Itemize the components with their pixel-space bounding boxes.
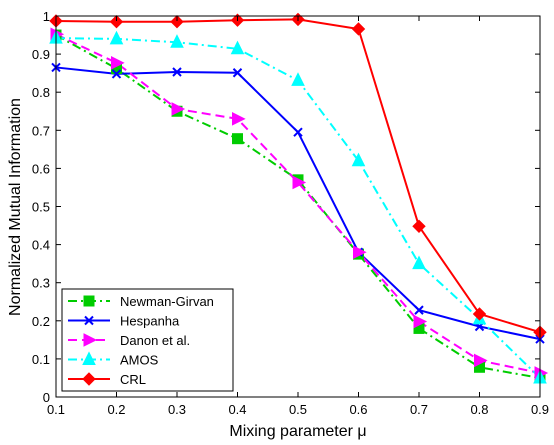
axis-ticks: 0.1 0.2 0.3 0.4 0.5 0.6 0.7 0.8 0.900.10.20.30.4… [32, 9, 549, 417]
data-point-danon-et-al [111, 56, 125, 70]
data-point-amos [170, 34, 184, 48]
y-tick-label: 1 [43, 9, 50, 24]
x-tick-label: 0.9 [531, 402, 549, 417]
data-point-amos [291, 72, 305, 86]
data-point-hespanha [232, 68, 243, 78]
x-tick-label: 0.8 [470, 402, 488, 417]
data-point-crl [472, 307, 487, 321]
y-tick-label: 0.1 [32, 352, 50, 367]
legend-label-amos: AMOS [120, 353, 159, 368]
legend-marker-hespanha [84, 315, 94, 326]
data-point-crl [351, 22, 366, 36]
data-point-amos [412, 255, 426, 270]
legend-label-newman-girvan: Newman-Girvan [120, 294, 214, 309]
x-tick-label: 0.2 [107, 402, 125, 417]
data-point-hespanha [111, 69, 122, 79]
data-point-hespanha [172, 67, 182, 77]
legend-label-danon-et-al: Danon et al. [120, 333, 190, 348]
y-tick-label: 0.7 [32, 123, 50, 138]
data-point-danon-et-al [353, 245, 367, 260]
data-point-hespanha [293, 127, 303, 137]
legend-marker-danon-et-al [83, 333, 98, 347]
y-tick-label: 0 [43, 390, 50, 405]
y-tick-label: 0.5 [32, 200, 50, 215]
x-tick-label: 0.1 [47, 402, 65, 417]
legend: Newman-Girvan Hespanha Danon et al. AMOS CRL [61, 288, 234, 392]
data-point-danon-et-al [474, 353, 488, 368]
x-tick-label: 0.6 [349, 402, 367, 417]
data-point-amos [109, 30, 124, 45]
legend-marker-crl [82, 372, 96, 386]
x-axis-label: Mixing parameter μ [229, 423, 366, 440]
y-axis-label: Normalized Mutual Information [7, 98, 24, 316]
data-point-crl [109, 15, 124, 29]
data-point-amos [351, 152, 366, 167]
x-tick-label: 0.5 [289, 402, 307, 417]
y-tick-label: 0.2 [32, 314, 50, 329]
data-point-danon-et-al [232, 112, 246, 126]
data-point-newman-girvan [232, 133, 243, 145]
x-tick-label: 0.3 [168, 402, 186, 417]
y-tick-label: 0.8 [32, 85, 50, 100]
y-tick-label: 0.3 [32, 276, 50, 291]
legend-label-hespanha: Hespanha [120, 314, 180, 329]
data-point-hespanha [414, 305, 424, 315]
data-point-amos [230, 40, 245, 55]
x-tick-label: 0.4 [228, 402, 246, 417]
y-tick-label: 0.6 [32, 161, 50, 176]
legend-label-crl: CRL [120, 372, 146, 387]
legend-marker-newman-girvan [83, 295, 95, 307]
x-tick-label: 0.7 [410, 402, 428, 417]
series-line-danon-et-al [55, 33, 541, 374]
y-tick-label: 0.4 [32, 238, 50, 253]
data-point-danon-et-al [171, 102, 186, 116]
y-tick-label: 0.9 [32, 47, 50, 62]
legend-marker-amos [82, 351, 96, 365]
data-point-crl [170, 15, 184, 29]
data-point-danon-et-al [413, 314, 428, 329]
data-point-crl [412, 219, 426, 234]
data-point-danon-et-al [292, 175, 307, 190]
